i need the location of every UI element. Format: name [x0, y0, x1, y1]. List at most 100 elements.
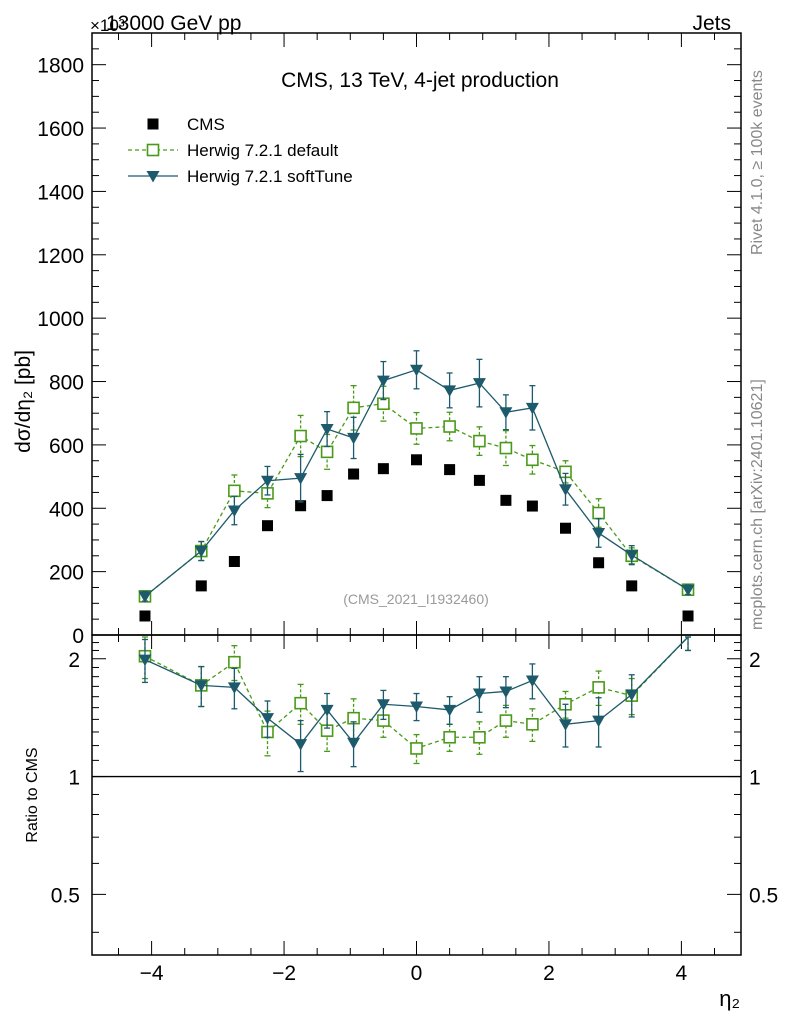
ratio-softtune-point	[410, 701, 423, 714]
main-softtune-point	[592, 527, 606, 540]
main-softtune-point	[260, 475, 274, 488]
main-y-tick-label: 1200	[37, 245, 84, 268]
main-cms-point	[295, 500, 307, 512]
side-mcplots-label: mcplots.cern.ch [arXiv:2401.10621]	[749, 379, 766, 630]
ratio-x-ticks: −4 −2 0 2 4	[117, 635, 716, 985]
x-axis-label: η₂	[719, 986, 740, 1011]
main-softtune-point	[320, 424, 334, 436]
main-cms-point	[560, 522, 572, 534]
main-cms-point	[444, 464, 456, 476]
main-cms-point	[473, 474, 485, 486]
legend-marker	[146, 171, 160, 183]
analysis-watermark: (CMS_2021_I1932460)	[343, 591, 489, 607]
x-tick-label: 4	[676, 962, 688, 985]
legend-label: Herwig 7.2.1 softTune	[187, 167, 353, 186]
main-y-ticks: 0 200 400 600 800 1000 1200 1400 1600 1800	[37, 32, 741, 648]
x-tick-label: −2	[272, 962, 296, 985]
main-cms-point	[139, 610, 151, 622]
main-cms-point	[195, 580, 207, 592]
main-y-tick-label: 1400	[37, 181, 84, 204]
main-softtune-line	[144, 369, 689, 597]
legend-marker	[147, 118, 159, 130]
main-panel: 0 200 400 600 800 1000 1200 1400 1600 1800 CMS, 1…	[12, 32, 742, 648]
ratio-y-tick-label-right: 0.5	[749, 884, 778, 907]
main-y-tick-label: 200	[49, 562, 84, 585]
ratio-softtune-point	[559, 719, 573, 731]
main-cms-point	[348, 468, 360, 480]
main-softtune-point	[410, 364, 423, 377]
main-softtune-point	[499, 407, 513, 419]
ratio-default-point	[473, 730, 486, 744]
main-y-tick-label: 1800	[37, 55, 84, 78]
main-cms-point	[500, 494, 512, 506]
main-cms-point	[377, 463, 389, 475]
main-cms-point	[682, 610, 694, 622]
ratio-softtune-point	[525, 675, 539, 687]
main-default-point	[410, 422, 423, 435]
x-tick-label: 0	[411, 962, 423, 985]
ratio-softtune-point	[625, 689, 639, 702]
main-y-tick-label: 0	[72, 625, 84, 648]
ratio-y-tick-label-right: 1	[749, 767, 761, 790]
ratio-default-point	[228, 655, 241, 669]
ratio-softtune-point	[472, 688, 486, 701]
main-softtune-point	[559, 484, 573, 496]
main-softtune-point	[294, 473, 308, 485]
ratio-y-tick-label: 0.5	[51, 884, 80, 907]
main-cms-point	[626, 580, 638, 592]
main-default-point	[499, 441, 513, 455]
legend-label: CMS	[187, 115, 225, 134]
ratio-default-point	[499, 714, 513, 727]
ratio-softtune-point	[347, 737, 361, 750]
ratio-softtune-point	[443, 704, 457, 717]
main-softtune-point	[138, 591, 152, 603]
main-default-point	[473, 434, 486, 448]
ratio-default-line	[144, 636, 689, 750]
ratio-default-point	[526, 718, 539, 731]
main-softtune-point	[194, 546, 208, 558]
main-y-tick-label: 1600	[37, 118, 84, 141]
header-process-label: Jets	[692, 12, 731, 35]
legend-label: Herwig 7.2.1 default	[187, 141, 338, 160]
main-softtune-point	[376, 375, 390, 388]
side-rivet-label: Rivet 4.1.0, ≥ 100k events	[749, 70, 766, 255]
header-scale-exponent: ×10³	[90, 16, 125, 35]
main-softtune-point	[347, 432, 361, 445]
main-default-point	[320, 445, 334, 459]
main-cms-point	[321, 490, 333, 502]
ratio-default-point	[592, 681, 605, 694]
main-softtune-point	[681, 584, 695, 597]
main-softtune-point	[625, 550, 639, 562]
ratio-panel: 0.5 0.5 1 1 2 2 −4 −2 0 2 4 Ratio to CMS η₂	[24, 634, 778, 1011]
ratio-y-ticks: 0.5 0.5 1 1 2 2	[51, 642, 778, 933]
ratio-y-tick-label-right: 2	[749, 649, 761, 672]
header-energy-label: 13000 GeV pp	[106, 12, 241, 35]
x-tick-label: 2	[543, 962, 555, 985]
legend: CMS Herwig 7.2.1 default Herwig 7.2.1 soft…	[128, 115, 353, 186]
ratio-softtune-point	[320, 704, 334, 717]
main-x-ticks	[117, 33, 716, 635]
main-cms-point	[593, 557, 605, 569]
main-softtune-point	[443, 385, 457, 397]
main-y-tick-label: 600	[49, 435, 84, 458]
ratio-softtune-point	[194, 680, 208, 692]
ratio-y-axis-label: Ratio to CMS	[24, 747, 41, 842]
ratio-softtune-point	[138, 654, 152, 667]
main-softtune-point	[227, 505, 241, 517]
ratio-softtune-line	[144, 636, 689, 746]
main-series-layer	[138, 350, 695, 622]
main-default-point	[592, 506, 605, 520]
ratio-y-tick-label: 1	[68, 767, 80, 790]
main-default-point	[347, 401, 360, 415]
ratio-softtune-point	[294, 739, 308, 751]
ratio-y-tick-label: 2	[68, 649, 80, 672]
main-cms-point	[261, 520, 273, 532]
ratio-softtune-point	[260, 713, 274, 725]
ratio-series-layer	[138, 636, 692, 773]
x-tick-label: −4	[140, 962, 164, 985]
main-softtune-point	[525, 402, 539, 415]
main-cms-point	[228, 555, 240, 567]
main-y-tick-label: 800	[49, 372, 84, 395]
main-default-point	[526, 453, 539, 467]
